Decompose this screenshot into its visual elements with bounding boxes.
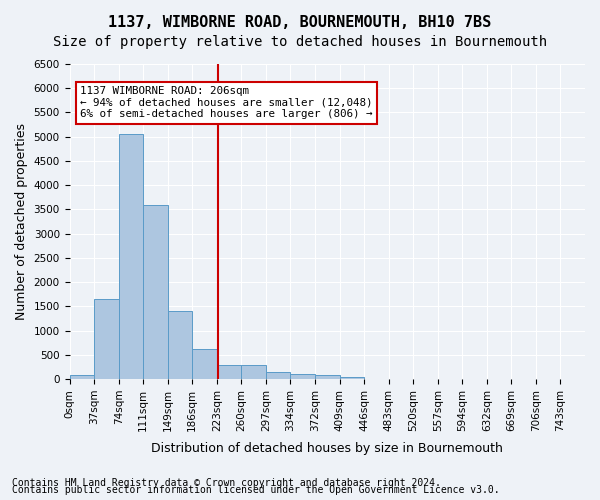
Y-axis label: Number of detached properties: Number of detached properties xyxy=(15,123,28,320)
Bar xyxy=(217,365,241,379)
Bar xyxy=(266,372,290,379)
Text: 1137 WIMBORNE ROAD: 206sqm
← 94% of detached houses are smaller (12,048)
6% of s: 1137 WIMBORNE ROAD: 206sqm ← 94% of deta… xyxy=(80,86,373,120)
Bar xyxy=(340,377,364,379)
Text: Size of property relative to detached houses in Bournemouth: Size of property relative to detached ho… xyxy=(53,35,547,49)
Bar xyxy=(290,374,315,379)
Bar xyxy=(70,375,94,379)
Bar xyxy=(315,375,340,379)
X-axis label: Distribution of detached houses by size in Bournemouth: Distribution of detached houses by size … xyxy=(151,442,503,455)
Bar xyxy=(119,134,143,379)
Bar xyxy=(143,204,168,379)
Text: 1137, WIMBORNE ROAD, BOURNEMOUTH, BH10 7BS: 1137, WIMBORNE ROAD, BOURNEMOUTH, BH10 7… xyxy=(109,15,491,30)
Bar xyxy=(94,299,119,379)
Text: Contains public sector information licensed under the Open Government Licence v3: Contains public sector information licen… xyxy=(12,485,500,495)
Text: Contains HM Land Registry data © Crown copyright and database right 2024.: Contains HM Land Registry data © Crown c… xyxy=(12,478,441,488)
Bar xyxy=(192,349,217,379)
Bar xyxy=(168,311,192,379)
Bar xyxy=(241,365,266,379)
